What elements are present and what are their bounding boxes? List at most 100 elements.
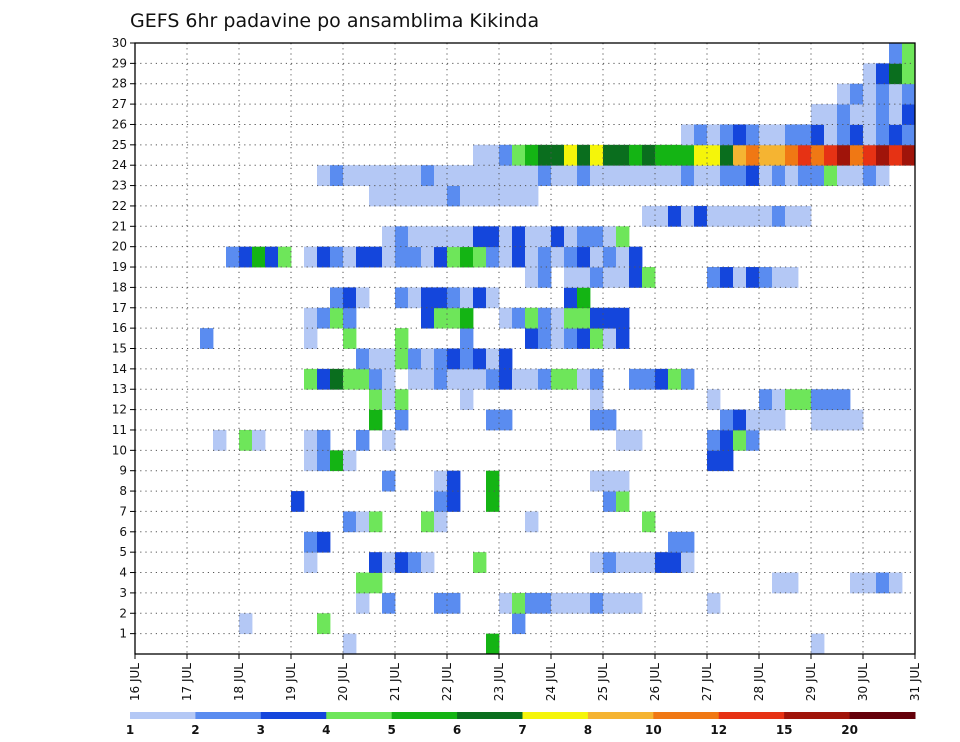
heatmap-cell — [343, 165, 357, 186]
heatmap-cell — [512, 592, 526, 614]
heatmap-cell — [772, 572, 786, 594]
heatmap-cell — [798, 165, 812, 186]
heatmap-cell — [876, 572, 890, 594]
x-tick-label: 29 JUL — [804, 663, 818, 701]
y-tick-label: 18 — [112, 280, 127, 294]
heatmap-cell — [746, 144, 760, 166]
heatmap-cell — [564, 287, 578, 309]
heatmap-cell — [421, 348, 435, 370]
heatmap-cell — [850, 165, 864, 186]
heatmap-cell — [304, 368, 318, 390]
heatmap-cell — [616, 491, 630, 512]
heatmap-cell — [408, 165, 422, 186]
heatmap-cell — [772, 124, 786, 146]
y-tick-label: 12 — [112, 403, 127, 417]
heatmap-cell — [551, 226, 565, 248]
heatmap-cell — [499, 409, 513, 431]
heatmap-cell — [577, 226, 591, 248]
heatmap-cell — [655, 552, 669, 573]
heatmap-cell — [447, 307, 461, 329]
heatmap-cell — [772, 389, 786, 410]
legend-label: 8 — [584, 723, 592, 737]
x-tick-label: 19 JUL — [284, 663, 298, 701]
heatmap-cell — [720, 267, 734, 288]
heatmap-cell — [629, 267, 643, 288]
heatmap-cell — [395, 552, 409, 573]
heatmap-cell — [733, 409, 747, 431]
heatmap-cell — [785, 572, 799, 594]
heatmap-cell — [668, 368, 682, 390]
heatmap-cell — [330, 368, 344, 390]
heatmap-cell — [785, 124, 799, 146]
x-tick-label: 23 JUL — [492, 663, 506, 701]
heatmap-cell — [330, 450, 344, 472]
heatmap-cell — [863, 165, 877, 186]
heatmap-cell — [772, 267, 786, 288]
heatmap-cell — [252, 246, 266, 268]
heatmap-cell — [616, 144, 630, 166]
heatmap-cell — [460, 389, 474, 410]
x-tick-label: 16 JUL — [128, 663, 142, 701]
chart-title: GEFS 6hr padavine po ansamblima Kikinda — [130, 10, 539, 32]
heatmap-cell — [603, 267, 617, 288]
y-axis: 1234567891011121314151617181920212223242… — [112, 36, 135, 641]
heatmap-cell — [460, 368, 474, 390]
heatmap-cell — [395, 226, 409, 248]
legend-label: 5 — [387, 723, 395, 737]
x-tick-label: 22 JUL — [440, 663, 454, 701]
heatmap-cell — [512, 246, 526, 268]
heatmap-cell — [564, 368, 578, 390]
x-tick-label: 18 JUL — [232, 663, 246, 701]
heatmap-cell — [343, 368, 357, 390]
heatmap-cell — [512, 307, 526, 329]
heatmap-cell — [434, 491, 448, 512]
heatmap-cell — [239, 429, 253, 451]
heatmap-cell — [525, 226, 539, 248]
y-tick-label: 28 — [112, 77, 127, 91]
heatmap-cell — [785, 144, 799, 166]
heatmap-cell — [369, 246, 383, 268]
heatmap-cell — [616, 552, 630, 573]
x-tick-label: 25 JUL — [596, 663, 610, 701]
heatmap-cell — [304, 328, 318, 349]
legend-swatch — [195, 712, 262, 719]
heatmap-cell — [395, 185, 409, 207]
heatmap-cell — [824, 389, 838, 410]
heatmap-cell — [499, 226, 513, 248]
heatmap-cell — [837, 165, 851, 186]
heatmap-cell — [616, 592, 630, 614]
heatmap-cell — [447, 226, 461, 248]
heatmap-cell — [343, 633, 357, 655]
heatmap-cell — [434, 287, 448, 309]
heatmap-cell — [577, 287, 591, 309]
heatmap-cell — [798, 144, 812, 166]
heatmap-cell — [876, 63, 890, 85]
heatmap-cell — [889, 124, 903, 146]
heatmap-cell — [408, 185, 422, 207]
heatmap-cell — [577, 307, 591, 329]
heatmap-cell — [720, 165, 734, 186]
legend-swatch — [130, 712, 196, 719]
heatmap-cell — [707, 389, 721, 410]
heatmap-cell — [499, 185, 513, 207]
legend-swatch — [260, 712, 327, 719]
heatmap-cell — [668, 552, 682, 573]
heatmap-cell — [824, 104, 838, 125]
heatmap-cell — [590, 552, 604, 573]
legend-swatch — [457, 712, 523, 719]
heatmap-cell — [837, 409, 851, 431]
heatmap-cell — [889, 83, 903, 105]
heatmap-cell — [811, 165, 825, 186]
heatmap-cell — [603, 470, 617, 492]
heatmap-cell — [590, 246, 604, 268]
heatmap-cell — [733, 267, 747, 288]
heatmap-cell — [369, 348, 383, 370]
heatmap-cell — [486, 226, 500, 248]
heatmap-cell — [525, 246, 539, 268]
heatmap-cell — [902, 104, 916, 125]
heatmap-cell — [837, 144, 851, 166]
heatmap-cell — [720, 450, 734, 472]
heatmap-cell — [577, 368, 591, 390]
heatmap-cell — [369, 165, 383, 186]
heatmap-cell — [798, 205, 812, 227]
